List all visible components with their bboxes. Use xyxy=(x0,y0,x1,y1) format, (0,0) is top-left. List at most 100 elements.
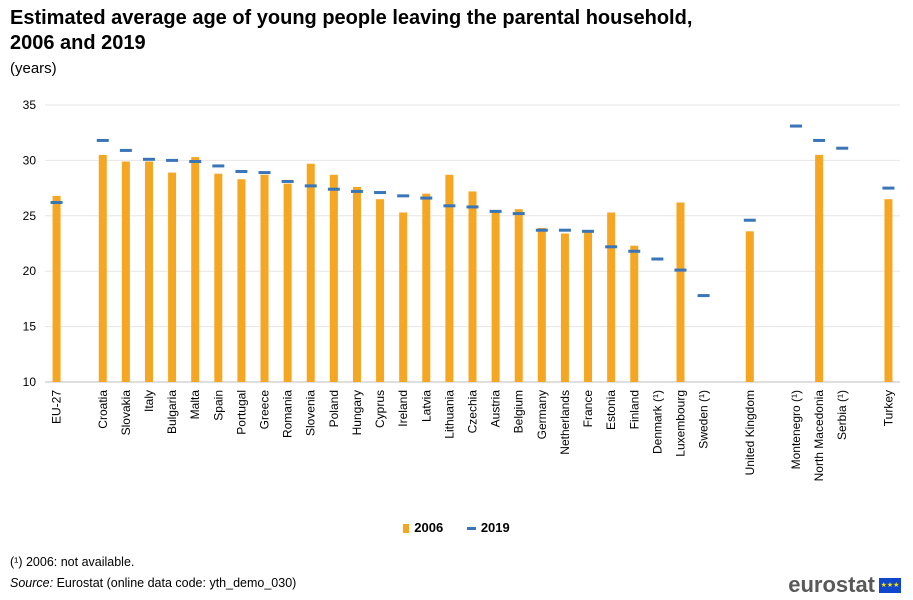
marker-2019 xyxy=(651,257,664,261)
x-tick-label: Slovakia xyxy=(119,390,133,436)
marker-2019 xyxy=(558,228,571,232)
bar-2006 xyxy=(144,161,153,382)
marker-2019 xyxy=(605,245,618,249)
x-tick-label: Czechia xyxy=(466,390,480,434)
x-tick-label: Bulgaria xyxy=(165,390,179,434)
x-tick-label: Finland xyxy=(627,390,641,429)
x-tick-label: Spain xyxy=(211,390,225,421)
bar-2006 xyxy=(98,154,107,382)
marker-2019 xyxy=(119,148,132,152)
x-tick-label: Greece xyxy=(258,390,272,430)
marker-2019 xyxy=(697,294,710,298)
source-note: Source: Eurostat (online data code: yth_… xyxy=(10,576,296,590)
x-tick-label: Sweden (¹) xyxy=(697,390,711,449)
x-tick-label: Germany xyxy=(535,390,549,439)
marker-2019 xyxy=(489,209,502,213)
marker-2019 xyxy=(836,146,849,150)
chart-subtitle: (years) xyxy=(10,60,57,77)
footnote: (¹) 2006: not available. xyxy=(10,555,135,569)
marker-2019 xyxy=(96,138,109,142)
x-tick-label: EU-27 xyxy=(50,390,64,424)
source-text: Eurostat (online data code: yth_demo_030… xyxy=(53,576,297,590)
marker-2019 xyxy=(443,204,456,208)
marker-2019 xyxy=(512,212,525,216)
x-tick-label: Denmark (¹) xyxy=(650,390,664,454)
marker-2019 xyxy=(882,186,895,190)
x-tick-label: Portugal xyxy=(234,390,248,435)
bar-2006 xyxy=(491,210,500,382)
marker-2019 xyxy=(420,196,433,200)
x-tick-label: Lithuania xyxy=(442,390,456,439)
eu-flag-icon: ★★★ xyxy=(879,577,901,593)
bar-2006 xyxy=(399,212,408,382)
bar-2006 xyxy=(260,174,269,382)
eurostat-logo: eurostat ★★★ xyxy=(788,572,901,598)
x-tick-label: Montenegro (¹) xyxy=(789,390,803,469)
bar-2006 xyxy=(168,172,177,382)
x-tick-label: France xyxy=(581,390,595,428)
bar-2006 xyxy=(306,163,315,382)
marker-2019 xyxy=(212,164,225,168)
marker-2019 xyxy=(258,171,271,175)
legend-swatch-2006 xyxy=(403,524,410,534)
y-tick-label: 35 xyxy=(23,98,37,112)
bar-2006 xyxy=(376,199,385,382)
bar-2006 xyxy=(352,186,361,382)
marker-2019 xyxy=(374,191,387,195)
marker-2019 xyxy=(813,138,826,142)
marker-2019 xyxy=(743,218,756,222)
bar-chart: 10 15 20 25 30 35 EU-27 Croatia Slovakia Italy Bul… xyxy=(23,98,900,482)
x-tick-label: Serbia (¹) xyxy=(835,390,849,440)
x-tick-label: Croatia xyxy=(96,390,110,429)
y-tick-label: 25 xyxy=(23,209,37,223)
logo-text: eurostat xyxy=(788,572,875,597)
marker-2019 xyxy=(466,205,479,209)
bar-2006 xyxy=(445,174,454,382)
bar-2006 xyxy=(121,161,130,382)
bar-2006 xyxy=(745,231,754,382)
bar-2006 xyxy=(676,202,685,382)
x-tick-label: North Macedonia xyxy=(812,390,826,482)
bar-2006 xyxy=(630,245,639,382)
bar-2006 xyxy=(283,183,292,382)
x-tick-label: Slovenia xyxy=(304,390,318,436)
bar-2006 xyxy=(237,179,246,382)
marker-2019 xyxy=(628,249,641,253)
marker-2019 xyxy=(582,229,595,233)
marker-2019 xyxy=(166,158,179,162)
bar-2006 xyxy=(815,154,824,382)
x-tick-label: Ireland xyxy=(396,390,410,427)
y-tick-label: 10 xyxy=(23,375,37,389)
legend: 2006 2019 xyxy=(0,520,913,535)
y-tick-label: 15 xyxy=(23,320,37,334)
x-tick-label: Romania xyxy=(281,390,295,438)
x-tick-label: Estonia xyxy=(604,390,618,430)
x-tick-label: Latvia xyxy=(419,390,433,422)
x-tick-label: Hungary xyxy=(350,390,364,435)
bar-2006 xyxy=(214,173,223,382)
marker-2019 xyxy=(142,157,155,161)
legend-label-2019: 2019 xyxy=(480,520,510,535)
source-label: Source: xyxy=(10,576,54,590)
marker-2019 xyxy=(235,169,248,173)
marker-2019 xyxy=(327,187,340,191)
bar-2006 xyxy=(584,232,593,382)
y-tick-label: 20 xyxy=(23,264,37,278)
legend-swatch-2019 xyxy=(466,527,476,531)
x-tick-label: Italy xyxy=(142,390,156,412)
bar-2006 xyxy=(560,233,569,382)
x-tick-label: Turkey xyxy=(881,390,895,426)
bar-2006 xyxy=(52,195,61,382)
chart-title: Estimated average age of young people le… xyxy=(10,7,693,54)
legend-label-2006: 2006 xyxy=(414,520,444,535)
marker-2019 xyxy=(304,184,317,188)
marker-2019 xyxy=(50,201,63,205)
bar-2006 xyxy=(191,157,200,382)
x-tick-label: Belgium xyxy=(512,390,526,433)
legend-item-2019: 2019 xyxy=(466,520,510,535)
x-tick-label: Netherlands xyxy=(558,390,572,455)
x-tick-label: Austria xyxy=(489,390,503,428)
bar-2006 xyxy=(514,209,523,382)
bar-2006 xyxy=(422,193,431,382)
marker-2019 xyxy=(281,179,294,183)
